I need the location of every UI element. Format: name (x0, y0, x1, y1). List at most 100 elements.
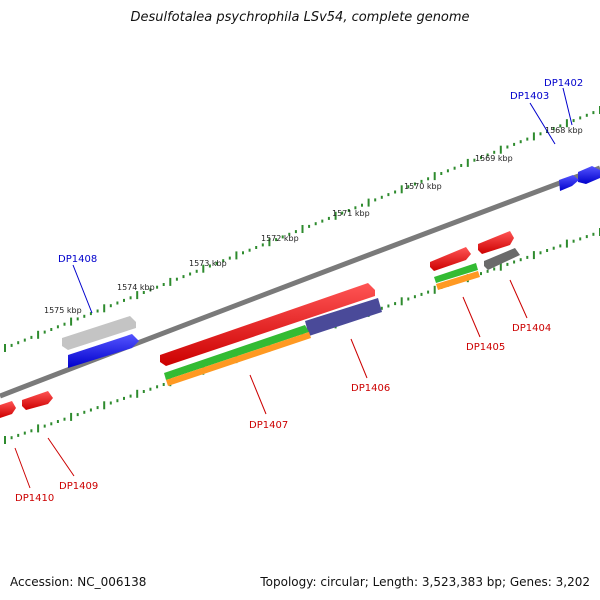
gene-dp1407-red-block[interactable] (160, 283, 375, 366)
outer-tick (76, 317, 79, 321)
inner-tick (123, 396, 125, 400)
inner-tick (499, 262, 502, 271)
outer-tick (175, 277, 178, 281)
inner-tick (156, 385, 159, 389)
outer-tick (195, 269, 198, 273)
outer-tick (539, 132, 542, 136)
inner-tick (83, 410, 86, 414)
gene-label-dp1403[interactable]: DP1403 (510, 91, 549, 102)
tick-label-1572: 1572 kbp (261, 234, 299, 243)
outer-tick (552, 127, 555, 130)
inner-tick (579, 237, 582, 241)
outer-tick (116, 301, 119, 305)
outer-tick (37, 330, 40, 339)
gene-label-dp1407[interactable]: DP1407 (249, 420, 288, 431)
gene-label-dp1405[interactable]: DP1405 (466, 342, 505, 353)
gene-dp1404-red-block[interactable] (478, 231, 514, 254)
outer-tick (235, 251, 238, 260)
leader-dp1404 (509, 279, 528, 319)
outer-tick (585, 113, 588, 117)
leader-dp1402 (562, 87, 573, 126)
outer-tick (466, 158, 469, 167)
outer-tick (228, 256, 231, 260)
outer-tick (387, 193, 390, 197)
gene-dp1402-block[interactable] (578, 166, 600, 184)
inner-tick (559, 244, 562, 248)
outer-tick (427, 177, 430, 181)
leader-dp1407 (249, 374, 267, 415)
inner-tick (17, 433, 20, 437)
gene-label-dp1404[interactable]: DP1404 (512, 323, 551, 334)
inner-tick (592, 232, 595, 236)
gene-label-dp1409[interactable]: DP1409 (59, 481, 98, 492)
inner-tick (96, 406, 99, 410)
gene-dp1407-green-block[interactable] (164, 325, 309, 380)
inner-tick (30, 429, 33, 433)
outer-tick (10, 343, 13, 347)
inner-tick (427, 290, 430, 294)
outer-tick (453, 166, 456, 170)
gene-dp1403-block[interactable] (559, 175, 579, 191)
gene-dp1410-block[interactable] (0, 401, 16, 418)
outer-tick (499, 145, 502, 154)
outer-tick (394, 190, 397, 194)
outer-tick (215, 261, 218, 265)
gene-dp1408-grey-block[interactable] (62, 316, 136, 350)
outer-tick (579, 116, 582, 120)
gene-dp1405-orange-block[interactable] (436, 271, 480, 290)
tick-label-1570: 1570 kbp (404, 182, 442, 191)
outer-tick (23, 338, 26, 342)
inner-tick (380, 306, 383, 310)
inner-tick (89, 408, 92, 412)
outer-tick (440, 172, 443, 175)
inner-tick (572, 239, 575, 243)
outer-tick (129, 296, 132, 300)
outer-tick (367, 198, 370, 207)
tick-label-1574: 1574 kbp (117, 283, 155, 292)
outer-tick (446, 169, 449, 173)
gene-dp1409-block[interactable] (22, 391, 53, 410)
outer-tick (182, 275, 185, 279)
inner-tick (407, 297, 410, 301)
tick-label-1575: 1575 kbp (44, 306, 82, 315)
inner-tick (43, 424, 46, 428)
outer-tick (334, 211, 337, 220)
outer-tick (208, 264, 211, 268)
inner-tick (136, 389, 139, 398)
gene-dp1407-orange-block[interactable] (166, 332, 311, 386)
outer-tick (413, 182, 416, 186)
outer-tick (261, 243, 264, 247)
inner-tick (552, 246, 555, 250)
outer-tick (341, 211, 344, 215)
gene-label-dp1406[interactable]: DP1406 (351, 383, 390, 394)
outer-tick (63, 322, 66, 326)
gene-dp1405-red-block[interactable] (430, 247, 471, 271)
outer-tick (242, 251, 244, 255)
gene-label-dp1408[interactable]: DP1408 (58, 254, 97, 265)
gene-dp1404-block[interactable] (484, 248, 520, 270)
gene-label-dp1402[interactable]: DP1402 (544, 78, 583, 89)
outer-tick (288, 232, 291, 236)
outer-tick (43, 330, 46, 334)
outer-tick (493, 150, 496, 154)
leader-dp1408 (72, 264, 93, 314)
inner-tick (480, 272, 482, 276)
outer-tick (202, 264, 205, 273)
gene-label-dp1410[interactable]: DP1410 (15, 493, 54, 504)
outer-tick (149, 288, 152, 292)
inner-tick (56, 420, 59, 423)
inner-tick (50, 422, 53, 426)
outer-tick (314, 222, 317, 226)
inner-tick (532, 251, 535, 260)
tick-label-1571: 1571 kbp (332, 209, 370, 218)
tick-label-1573: 1573 kbp (189, 259, 227, 268)
outer-tick (400, 185, 403, 194)
inner-tick (519, 258, 522, 262)
inner-tick (413, 295, 416, 299)
gene-dp1406-block[interactable] (305, 298, 382, 336)
outer-tick (109, 304, 112, 308)
gene-dp1405-green-block[interactable] (434, 263, 478, 283)
tick-label-1569: 1569 kbp (475, 154, 513, 163)
outer-tick (248, 248, 251, 252)
gene-dp1408-block[interactable] (68, 334, 139, 368)
